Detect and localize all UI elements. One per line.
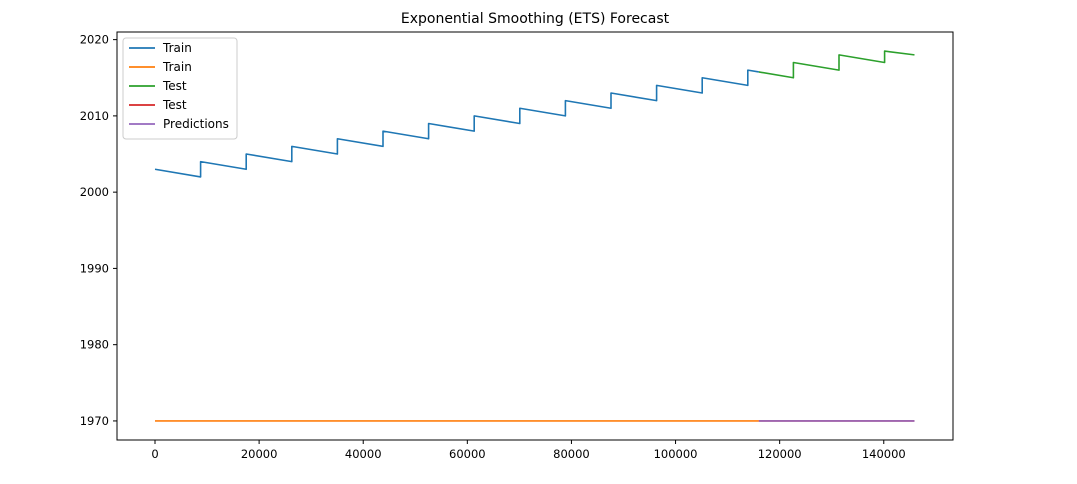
y-tick-label: 1970 bbox=[80, 414, 109, 428]
x-tick-label: 140000 bbox=[862, 447, 906, 461]
y-tick-label: 1980 bbox=[80, 338, 109, 352]
plot-frame bbox=[116, 31, 954, 441]
x-tick-label: 0 bbox=[151, 447, 158, 461]
legend-box bbox=[122, 37, 238, 140]
x-axis: 0 20000 40000 60000 80000 100000 120000 140000 bbox=[151, 440, 906, 461]
legend: Train Train Test Test Predictions bbox=[122, 37, 238, 140]
y-tick-label: 2020 bbox=[80, 33, 109, 47]
x-tick-label: 40000 bbox=[345, 447, 382, 461]
series-line-2-test bbox=[758, 50, 915, 79]
x-tick-label: 80000 bbox=[553, 447, 590, 461]
y-tick-label: 2010 bbox=[80, 109, 109, 123]
x-tick-label: 20000 bbox=[241, 447, 278, 461]
legend-label: Train bbox=[162, 60, 192, 74]
x-tick-label: 120000 bbox=[758, 447, 802, 461]
chart-title: Exponential Smoothing (ETS) Forecast bbox=[401, 11, 670, 27]
legend-label: Train bbox=[162, 41, 192, 55]
y-axis: 1970 1980 1990 2000 2010 2020 bbox=[80, 33, 117, 428]
legend-label: Predictions bbox=[163, 117, 229, 131]
x-tick-label: 100000 bbox=[654, 447, 698, 461]
legend-label: Test bbox=[162, 98, 187, 112]
legend-label: Test bbox=[162, 79, 187, 93]
series-line-0-train bbox=[154, 69, 759, 178]
series-layer bbox=[154, 50, 915, 422]
x-tick-label: 60000 bbox=[449, 447, 486, 461]
y-tick-label: 1990 bbox=[80, 261, 109, 275]
y-tick-label: 2000 bbox=[80, 185, 109, 199]
